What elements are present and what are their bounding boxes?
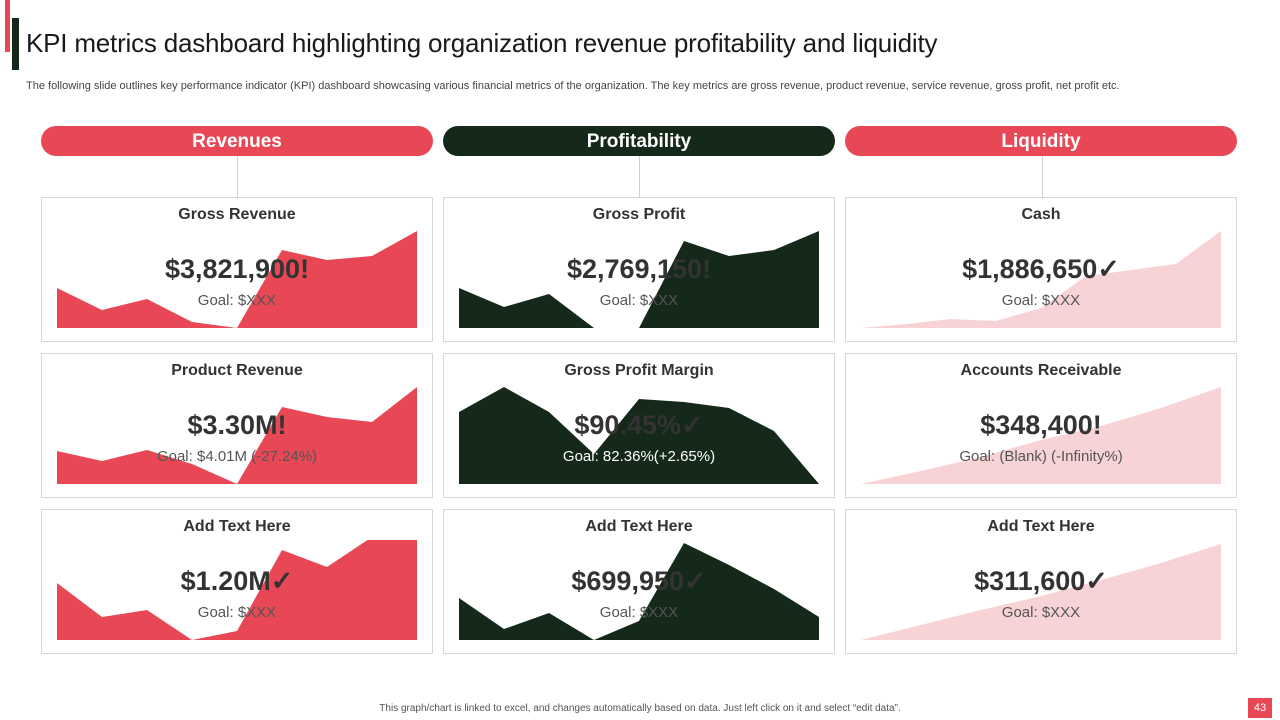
area-chart <box>459 231 819 328</box>
card-title: Gross Profit <box>592 206 686 223</box>
card-value: $1.20M✓ <box>180 566 294 596</box>
card-value: $1,886,650✓ <box>962 254 1120 284</box>
card-goal: Goal: $XXX <box>1001 292 1081 309</box>
card-goal: Goal: $XXX <box>599 292 679 309</box>
page-number: 43 <box>1248 698 1272 718</box>
area-chart <box>57 231 417 328</box>
card-goal: Goal: $XXX <box>1001 604 1081 621</box>
kpi-card-gross-profit-margin: Gross Profit Margin $90.45%✓ Goal: 82.36… <box>443 353 835 498</box>
card-value: $90.45%✓ <box>574 410 704 440</box>
kpi-card-add-text-profitability: Add Text Here $699,950✓ Goal: $XXX <box>443 509 835 654</box>
card-value: $348,400! <box>980 410 1102 440</box>
connector-line <box>237 156 238 197</box>
card-title: Add Text Here <box>183 518 291 535</box>
kpi-card-product-revenue: Product Revenue $3.30M! Goal: $4.01M (-2… <box>41 353 433 498</box>
footer-note: This graph/chart is linked to excel, and… <box>379 703 901 714</box>
connector-line <box>1042 156 1043 197</box>
page-subtitle: The following slide outlines key perform… <box>26 80 1120 92</box>
area-chart <box>861 544 1221 640</box>
column-header-revenues: Revenues <box>41 126 433 156</box>
kpi-card-cash: Cash $1,886,650✓ Goal: $XXX <box>845 197 1237 342</box>
card-title: Product Revenue <box>171 362 303 379</box>
area-chart <box>459 387 819 484</box>
accent-bar-red <box>5 0 10 52</box>
column-header-profitability: Profitability <box>443 126 835 156</box>
area-chart <box>57 540 417 640</box>
column-header-liquidity: Liquidity <box>845 126 1237 156</box>
card-goal: Goal: $XXX <box>599 604 679 621</box>
card-goal: Goal: 82.36%(+2.65%) <box>562 448 716 465</box>
card-value: $311,600✓ <box>974 566 1108 596</box>
card-goal: Goal: (Blank) (-Infinity%) <box>959 448 1123 465</box>
card-value: $699,950✓ <box>571 566 707 596</box>
kpi-card-add-text-revenues: Add Text Here $1.20M✓ Goal: $XXX <box>41 509 433 654</box>
accent-bar-dark <box>12 18 19 70</box>
kpi-card-gross-revenue: Gross Revenue $3,821,900! Goal: $XXX <box>41 197 433 342</box>
card-title: Gross Profit Margin <box>564 362 714 379</box>
area-chart <box>57 387 417 484</box>
area-chart <box>861 231 1221 328</box>
area-chart <box>459 543 819 640</box>
card-goal: Goal: $4.01M (-27.24%) <box>156 448 318 465</box>
kpi-card-add-text-liquidity: Add Text Here $311,600✓ Goal: $XXX <box>845 509 1237 654</box>
card-title: Gross Revenue <box>178 206 296 223</box>
card-value: $2,769,150! <box>566 254 712 284</box>
card-value: $3.30M! <box>187 410 287 440</box>
card-title: Add Text Here <box>987 518 1095 535</box>
card-goal: Goal: $XXX <box>197 292 277 309</box>
card-title: Add Text Here <box>585 518 693 535</box>
card-title: Cash <box>1021 206 1061 223</box>
kpi-card-gross-profit: Gross Profit $2,769,150! Goal: $XXX <box>443 197 835 342</box>
card-title: Accounts Receivable <box>960 362 1122 379</box>
kpi-card-accounts-receivable: Accounts Receivable $348,400! Goal: (Bla… <box>845 353 1237 498</box>
page-title: KPI metrics dashboard highlighting organ… <box>26 28 938 58</box>
card-value: $3,821,900! <box>164 254 310 284</box>
connector-line <box>639 156 640 197</box>
area-chart <box>861 387 1221 484</box>
card-goal: Goal: $XXX <box>197 604 277 621</box>
